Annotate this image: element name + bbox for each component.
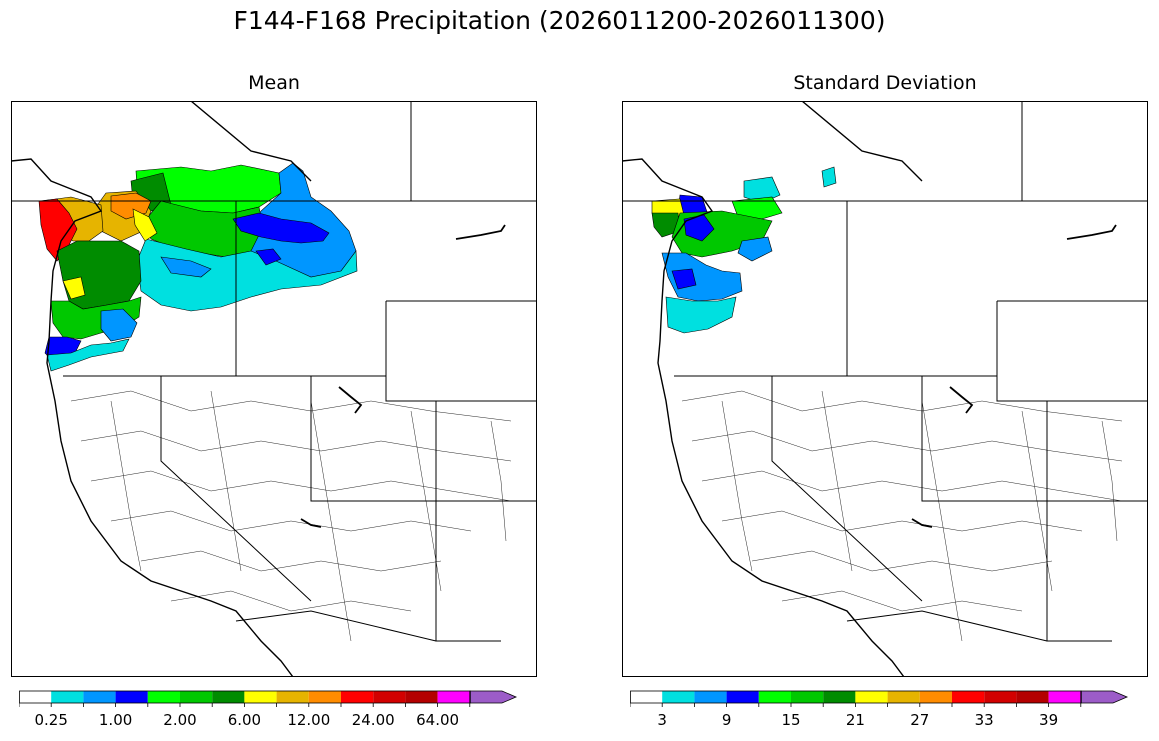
colorbar-segment [758, 691, 791, 703]
figure-title: F144-F168 Precipitation (2026011200-2026… [233, 6, 886, 35]
colorbar-segment [83, 691, 116, 703]
colorbar-segment [630, 691, 663, 703]
colorbar-segment [405, 691, 438, 703]
colorbar-segment [341, 691, 374, 703]
lakes [911, 224, 1117, 528]
colorbar-extend-arrow [469, 690, 518, 704]
colorbar-frame [630, 690, 1082, 704]
colorbar-segment [244, 691, 277, 703]
colorbar-segment [1048, 691, 1081, 703]
colorbar-segment [855, 691, 888, 703]
colorbar-segment [373, 691, 406, 703]
colorbar-tick-label: 6.00 [227, 711, 262, 729]
colorbar-extend-arrow [1080, 690, 1129, 704]
colorbar-segment [276, 691, 309, 703]
colorbar-segment [19, 691, 52, 703]
colorbar-tick-label: 27 [910, 711, 930, 729]
colorbar-segment [726, 691, 759, 703]
colorbar-segment [662, 691, 695, 703]
colorbar-tick-label: 3 [657, 711, 667, 729]
coastline [622, 101, 923, 677]
colorbar-tick-label: 0.25 [34, 711, 68, 729]
std-dev-map [622, 101, 1148, 677]
colorbar-segment [694, 691, 727, 703]
colorbar-segment [1016, 691, 1049, 703]
colorbar-tick-label: 12.00 [287, 711, 331, 729]
colorbar-segment [919, 691, 952, 703]
colorbar-tick-label: 2.00 [163, 711, 197, 729]
colorbar-tick-label: 9 [721, 711, 732, 729]
colorbar-segment [952, 691, 985, 703]
colorbar-segment [147, 691, 180, 703]
lakes [300, 224, 506, 528]
std-dev-colorbar [630, 690, 1129, 707]
colorbar-segment [212, 691, 245, 703]
colorbar-segment [887, 691, 920, 703]
colorbar-segment [308, 691, 341, 703]
colorbar-segment [51, 691, 84, 703]
colorbar-tick-label: 33 [974, 711, 994, 729]
mean-colorbar [19, 690, 518, 707]
colorbar-tick-label: 1.00 [98, 711, 133, 729]
mean-map [11, 101, 537, 677]
river-basin-outlines [70, 390, 512, 642]
coastline [11, 101, 312, 677]
colorbar-segment [791, 691, 824, 703]
colorbar-tick-label: 24.00 [351, 711, 395, 729]
colorbar-tick-label: 64.00 [416, 711, 460, 729]
colorbar-segment [180, 691, 213, 703]
mean-panel-title: Mean [248, 72, 300, 94]
std-dev-panel-title: Standard Deviation [793, 72, 977, 94]
state-borders [11, 101, 537, 642]
colorbar-segment [984, 691, 1017, 703]
colorbar-frame [19, 690, 471, 704]
std-dev-shading [651, 166, 837, 334]
colorbar-tick-label: 15 [781, 711, 801, 729]
colorbar-segment [437, 691, 470, 703]
colorbar-tick-label: 21 [845, 711, 865, 729]
state-borders [622, 101, 1148, 642]
colorbar-tick-label: 39 [1039, 711, 1059, 729]
colorbar-segment [823, 691, 856, 703]
colorbar-segment [115, 691, 148, 703]
river-basin-outlines [681, 390, 1123, 642]
